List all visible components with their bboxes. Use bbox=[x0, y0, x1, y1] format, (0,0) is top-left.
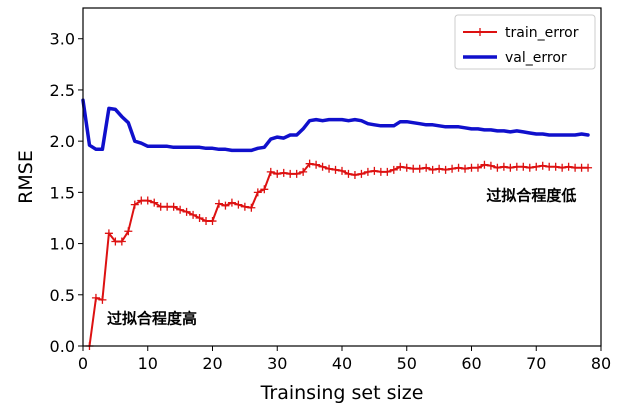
train-error-point bbox=[493, 163, 502, 172]
train-error-point bbox=[480, 160, 489, 169]
train-error-point bbox=[519, 162, 528, 171]
train-error-point bbox=[273, 169, 282, 178]
train-error-point bbox=[104, 229, 113, 238]
train-error-point bbox=[260, 185, 269, 194]
annotation-label: 过拟合程度高 bbox=[107, 309, 197, 327]
train-error-point bbox=[558, 163, 567, 172]
y-tick-label: 0.5 bbox=[50, 286, 75, 305]
train-error-point bbox=[396, 162, 405, 171]
train-error-point bbox=[234, 200, 243, 209]
plot-area bbox=[81, 98, 593, 350]
train-error-point bbox=[415, 164, 424, 173]
train-error-point bbox=[338, 166, 346, 175]
legend-label-train-error: train_error bbox=[505, 25, 579, 41]
train-error-point bbox=[584, 163, 593, 172]
train-error-point bbox=[208, 217, 217, 226]
x-tick-label: 0 bbox=[78, 354, 88, 373]
x-tick-label: 20 bbox=[202, 354, 222, 373]
y-tick-label: 2.5 bbox=[50, 81, 75, 100]
train-error-point bbox=[227, 198, 236, 207]
train-error-point bbox=[253, 188, 262, 197]
train-error-point bbox=[499, 162, 508, 171]
train-error-point bbox=[422, 163, 431, 172]
train-error-point bbox=[525, 163, 534, 172]
y-tick-label: 1.5 bbox=[50, 183, 75, 202]
x-tick-label: 60 bbox=[461, 354, 481, 373]
train-error-point bbox=[176, 205, 185, 214]
train-error-point bbox=[150, 198, 159, 207]
train-error-point bbox=[305, 159, 314, 168]
train-error-point bbox=[564, 162, 573, 171]
train-error-point bbox=[428, 165, 437, 174]
x-tick-label: 70 bbox=[526, 354, 546, 373]
train-error-point bbox=[357, 169, 366, 178]
train-error-point bbox=[331, 165, 340, 174]
annotations: 过拟合程度高 过拟合程度低 bbox=[107, 187, 576, 328]
train-error-point bbox=[266, 167, 275, 176]
train-error-point bbox=[169, 202, 178, 211]
legend-marker-train-error bbox=[476, 28, 484, 36]
train-error-point bbox=[182, 207, 191, 216]
train-error-point bbox=[143, 196, 152, 205]
train-error-point bbox=[441, 165, 450, 174]
train-error-point bbox=[448, 164, 457, 173]
train-error-point bbox=[454, 163, 463, 172]
y-tick-label: 0.0 bbox=[50, 337, 75, 356]
train-error-point bbox=[473, 163, 482, 172]
train-error-point bbox=[506, 163, 515, 172]
legend-label-val-error: val_error bbox=[505, 50, 567, 66]
train-error-point bbox=[117, 237, 126, 246]
train-error-point bbox=[551, 162, 560, 171]
train-error-point bbox=[279, 168, 288, 177]
train-error-point bbox=[189, 210, 198, 219]
y-axis: 0.0 0.5 1.0 1.5 2.0 2.5 3.0 bbox=[50, 30, 83, 356]
x-tick-label: 50 bbox=[397, 354, 417, 373]
train-error-point bbox=[389, 165, 398, 174]
y-tick-label: 1.0 bbox=[50, 235, 75, 254]
y-tick-label: 2.0 bbox=[50, 132, 75, 151]
train-error-point bbox=[221, 201, 230, 210]
train-error-point bbox=[363, 167, 372, 176]
y-tick-label: 3.0 bbox=[50, 30, 75, 49]
x-tick-label: 40 bbox=[332, 354, 352, 373]
y-axis-label: RMSE bbox=[15, 150, 37, 204]
train-error-point bbox=[130, 200, 139, 209]
train-error-point bbox=[195, 213, 204, 222]
train-error-point bbox=[312, 160, 321, 169]
x-tick-label: 30 bbox=[267, 354, 287, 373]
train-error-point bbox=[124, 227, 133, 236]
train-error-point bbox=[344, 169, 353, 178]
train-error-point bbox=[350, 170, 359, 179]
train-error-point bbox=[247, 203, 256, 212]
x-tick-label: 10 bbox=[138, 354, 158, 373]
annotation-label: 过拟合程度低 bbox=[486, 187, 576, 205]
x-axis-label: Trainsing set size bbox=[260, 382, 424, 404]
train-error-point bbox=[435, 164, 444, 173]
train-error-point bbox=[402, 163, 411, 172]
train-error-point bbox=[299, 167, 308, 176]
train-error-point bbox=[532, 162, 541, 171]
val-error-line bbox=[81, 98, 590, 153]
train-error-point bbox=[98, 295, 107, 304]
train-error-point bbox=[214, 199, 223, 208]
train-error-point bbox=[383, 167, 392, 176]
train-error-point bbox=[486, 161, 495, 170]
x-tick-label: 80 bbox=[591, 354, 611, 373]
train-error-point bbox=[370, 166, 379, 175]
x-axis: 0 10 20 30 40 50 60 70 80 bbox=[78, 346, 611, 373]
train-error-point bbox=[292, 169, 301, 178]
train-error-point bbox=[91, 293, 100, 302]
train-error-point bbox=[325, 164, 334, 173]
train-error-point bbox=[538, 161, 547, 170]
train-error-point bbox=[461, 164, 470, 173]
train-error-point bbox=[318, 162, 327, 171]
legend: train_error val_error bbox=[454, 14, 596, 70]
train-error-point bbox=[240, 202, 249, 211]
